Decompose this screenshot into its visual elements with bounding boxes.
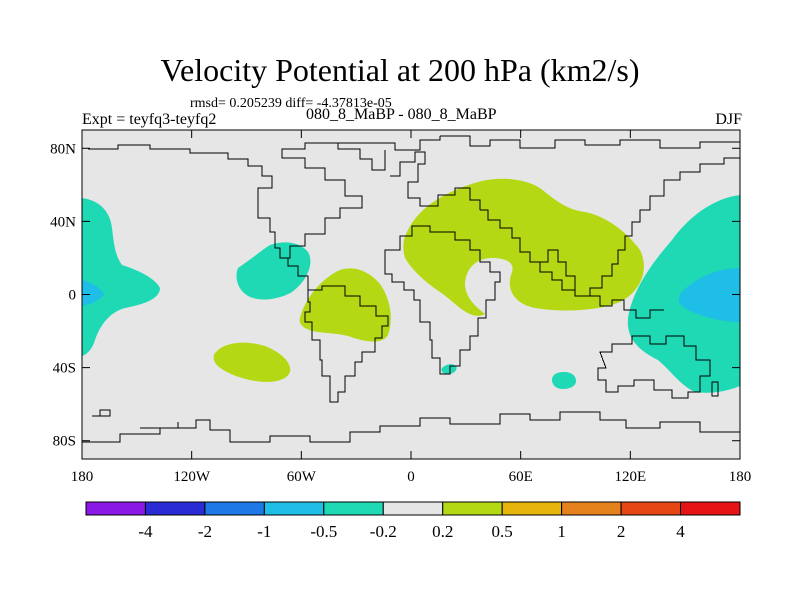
- colorbar-swatch: [263, 501, 325, 516]
- colorbar-label: 0.2: [432, 522, 453, 541]
- region-east-pacific-strong-negative: [82, 280, 104, 306]
- region-east-pacific-negative: [82, 198, 160, 356]
- coastline-central-america: [280, 257, 309, 290]
- colorbar-swatch: [144, 501, 206, 516]
- colorbar-label: -2: [198, 522, 212, 541]
- colorbar-label: -0.2: [370, 522, 397, 541]
- coastline-europe: [440, 135, 740, 149]
- coastlines: [82, 135, 740, 443]
- x-tick-label: 180: [729, 469, 752, 485]
- coastline-greenland: [338, 136, 441, 151]
- y-axis: 80N 40N 0 40S 80S: [50, 141, 740, 450]
- anomaly-regions: [82, 178, 740, 393]
- coastline-europe-west: [390, 151, 481, 210]
- region-south-atlantic-positive: [213, 342, 291, 382]
- colorbar-label: 1: [557, 522, 566, 541]
- y-tick-label: 80N: [50, 141, 76, 157]
- x-tick-label: 120E: [614, 469, 646, 485]
- coastline-antarctica: [82, 411, 740, 443]
- colorbar-label: -1: [257, 522, 271, 541]
- x-axis: 180 120W 60W 0 60E 120E 180: [71, 130, 752, 485]
- coastline-maritime-continent: [590, 295, 664, 319]
- y-tick-label: 40N: [50, 214, 76, 230]
- stats-line: rmsd= 0.205239 diff= -4.37813e-05: [190, 96, 392, 111]
- period-label: 080_8_MaBP - 080_8_MaBP: [306, 106, 497, 123]
- experiment-label: Expt = teyfq3-teyfq2: [82, 111, 217, 128]
- colorbar-swatch: [442, 501, 503, 516]
- region-africa-asia-positive: [403, 178, 644, 316]
- colorbar-swatch: [204, 501, 265, 516]
- season-label: DJF: [715, 111, 742, 128]
- coastline-australia: [597, 335, 711, 399]
- coastline-india: [540, 249, 576, 290]
- coastline-south-america: [304, 285, 389, 403]
- colorbar-swatch: [620, 501, 682, 516]
- y-tick-label: 40S: [53, 361, 76, 377]
- region-southern-africa-negative: [441, 364, 457, 374]
- colorbar: -4 -2 -1 -0.5 -0.2 0.2 0.5 1 2 4: [85, 501, 741, 541]
- colorbar-label: 4: [676, 522, 685, 541]
- x-tick-label: 120W: [173, 469, 211, 485]
- colorbar-label: 0.5: [492, 522, 513, 541]
- x-tick-label: 60E: [509, 469, 533, 485]
- colorbar-label: -0.5: [310, 522, 337, 541]
- colorbar-swatch: [680, 501, 741, 516]
- x-tick-label: 180: [71, 469, 94, 485]
- colorbar-label: -4: [138, 522, 153, 541]
- colorbar-swatch: [85, 501, 146, 516]
- y-tick-label: 80S: [53, 434, 76, 450]
- x-tick-label: 60W: [287, 469, 317, 485]
- colorbar-swatch: [501, 501, 563, 516]
- y-tick-label: 0: [69, 288, 77, 304]
- coastline-africa: [384, 225, 501, 375]
- coastline-asia: [480, 157, 740, 297]
- colorbar-swatch: [561, 501, 622, 516]
- region-central-america-negative: [236, 242, 311, 300]
- coastline-north-america: [88, 142, 386, 259]
- region-southern-ocean-negative: [552, 372, 576, 389]
- colorbar-swatch: [382, 501, 444, 516]
- x-tick-label: 0: [407, 469, 415, 485]
- chart-title: Velocity Potential at 200 hPa (km2/s): [160, 52, 640, 88]
- colorbar-swatch: [323, 501, 384, 516]
- region-west-pacific-strong-negative: [678, 268, 740, 322]
- coastline-antarctic-peninsula: [92, 409, 179, 429]
- coastline-new-zealand: [711, 381, 719, 397]
- colorbar-label: 2: [617, 522, 626, 541]
